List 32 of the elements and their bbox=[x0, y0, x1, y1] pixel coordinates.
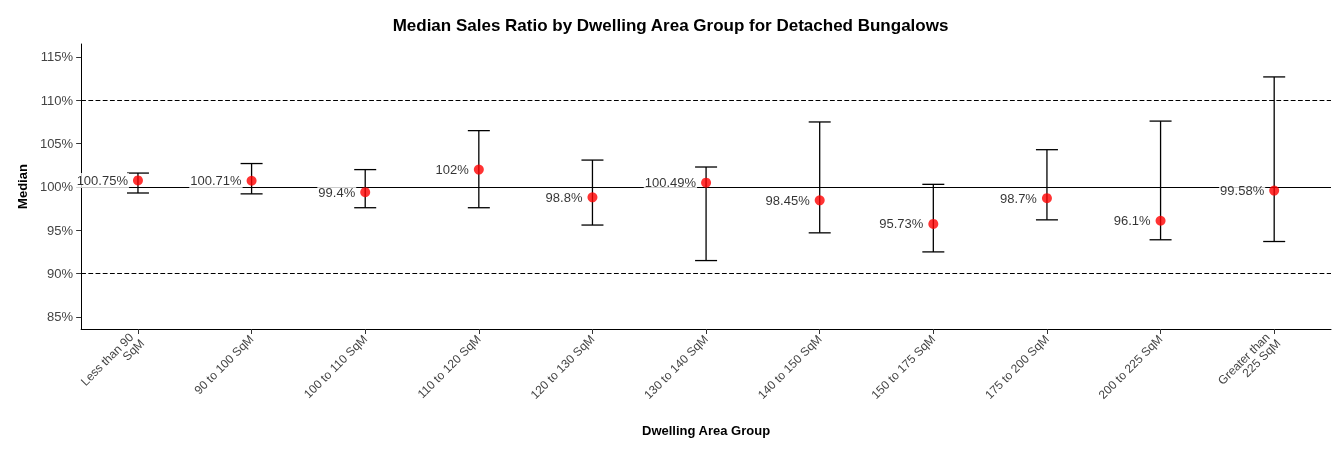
point bbox=[246, 175, 257, 186]
point bbox=[928, 218, 939, 229]
y-tick-label: 85% bbox=[47, 309, 74, 325]
y-tick-label: 90% bbox=[47, 266, 74, 282]
point bbox=[587, 192, 598, 203]
data-label: 99.4% bbox=[318, 184, 356, 200]
y-tick-label: 100% bbox=[39, 179, 74, 195]
data-label: 100.75% bbox=[76, 172, 129, 188]
point bbox=[1269, 185, 1280, 196]
point bbox=[360, 187, 371, 198]
y-tick-label: 115% bbox=[40, 49, 74, 65]
point bbox=[1155, 215, 1166, 226]
y-axis-title: Median bbox=[15, 164, 30, 209]
chart-title: Median Sales Ratio by Dwelling Area Group for Detached Bungalows bbox=[392, 16, 949, 35]
data-label: 98.7% bbox=[1000, 190, 1038, 206]
y-tick-label: 110% bbox=[40, 92, 74, 108]
data-label: 96.1% bbox=[1113, 213, 1151, 229]
point bbox=[701, 177, 712, 188]
point bbox=[1041, 193, 1052, 204]
y-tick-label: 105% bbox=[39, 136, 74, 152]
data-label: 100.71% bbox=[190, 173, 243, 189]
data-label: 98.45% bbox=[765, 192, 811, 208]
point bbox=[473, 164, 484, 175]
point bbox=[814, 195, 825, 206]
y-tick-label: 95% bbox=[47, 222, 74, 238]
data-label: 100.49% bbox=[644, 175, 697, 191]
data-label: 99.58% bbox=[1220, 183, 1265, 199]
data-label: 102% bbox=[435, 162, 470, 178]
point bbox=[132, 175, 143, 186]
x-axis-title: Dwelling Area Group bbox=[642, 423, 771, 438]
data-label: 95.73% bbox=[879, 216, 924, 232]
data-label: 98.8% bbox=[545, 189, 583, 205]
